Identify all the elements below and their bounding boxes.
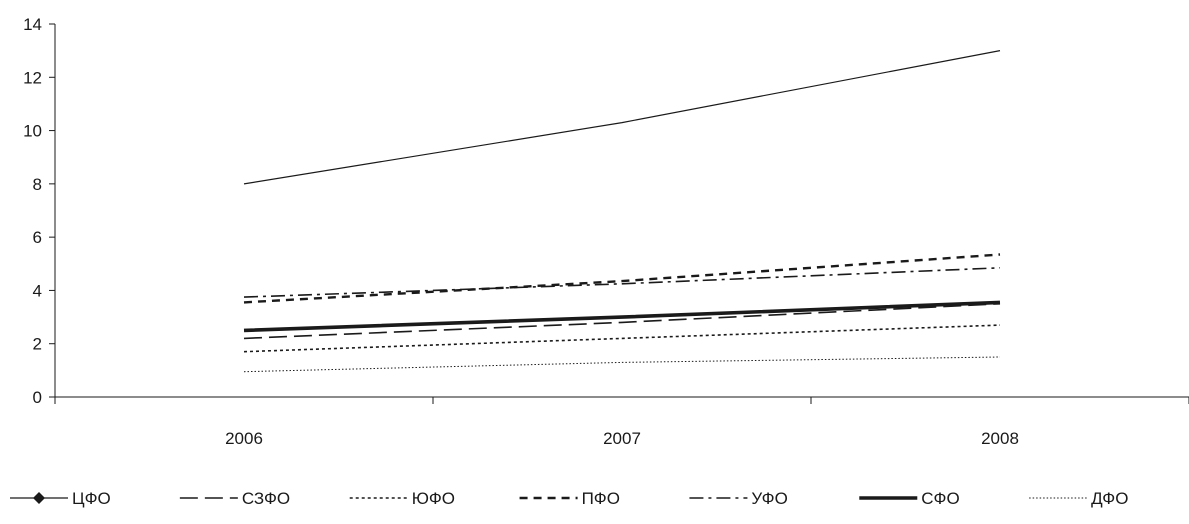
y-tick-label-10: 10 (23, 122, 42, 141)
legend-item-ДФО: ДФО (1029, 489, 1128, 508)
series-layer (244, 51, 1000, 372)
legend-label-ЦФО: ЦФО (72, 489, 111, 508)
legend-item-СФО: СФО (859, 489, 959, 508)
legend-label-УФО: УФО (751, 489, 787, 508)
series-line-СФО (244, 302, 1000, 330)
series-СЗФО (244, 304, 1000, 339)
y-tick-label-8: 8 (33, 175, 42, 194)
axes: 0 2 4 6 8 10 12 14 2006 2007 2008 (23, 15, 1189, 448)
legend-label-СЗФО: СЗФО (242, 489, 290, 508)
x-tick-label-2007: 2007 (603, 429, 641, 448)
series-line-ДФО (244, 357, 1000, 372)
series-ПФО (244, 254, 1000, 302)
series-line-ЦФО (244, 51, 1000, 184)
series-line-ЮФО (244, 325, 1000, 352)
y-tick-label-6: 6 (33, 228, 42, 247)
y-tick-label-4: 4 (33, 281, 42, 300)
legend-item-ЦФО: ЦФО (10, 489, 111, 508)
series-УФО (244, 268, 1000, 297)
series-ЮФО (244, 325, 1000, 352)
series-ДФО (244, 357, 1000, 372)
series-ЦФО (244, 51, 1000, 184)
legend-marker-ЦФО (33, 492, 45, 504)
y-tick-label-14: 14 (23, 15, 42, 34)
series-СФО (244, 302, 1000, 330)
legend-label-ДФО: ДФО (1091, 489, 1128, 508)
legend-label-ПФО: ПФО (582, 489, 620, 508)
legend-item-ПФО: ПФО (520, 489, 620, 508)
legend-item-ЮФО: ЮФО (350, 489, 455, 508)
legend-label-ЮФО: ЮФО (412, 489, 455, 508)
legend: ЦФО СЗФО ЮФО ПФО УФО СФО ДФО (10, 489, 1128, 508)
series-line-СЗФО (244, 304, 1000, 339)
legend-item-УФО: УФО (689, 489, 787, 508)
y-tick-label-0: 0 (33, 388, 42, 407)
y-tick-label-2: 2 (33, 335, 42, 354)
legend-label-СФО: СФО (921, 489, 959, 508)
x-tick-label-2006: 2006 (225, 429, 263, 448)
series-line-ПФО (244, 255, 1000, 303)
series-line-УФО (244, 268, 1000, 297)
x-tick-label-2008: 2008 (981, 429, 1019, 448)
legend-item-СЗФО: СЗФО (180, 489, 290, 508)
y-tick-label-12: 12 (23, 68, 42, 87)
